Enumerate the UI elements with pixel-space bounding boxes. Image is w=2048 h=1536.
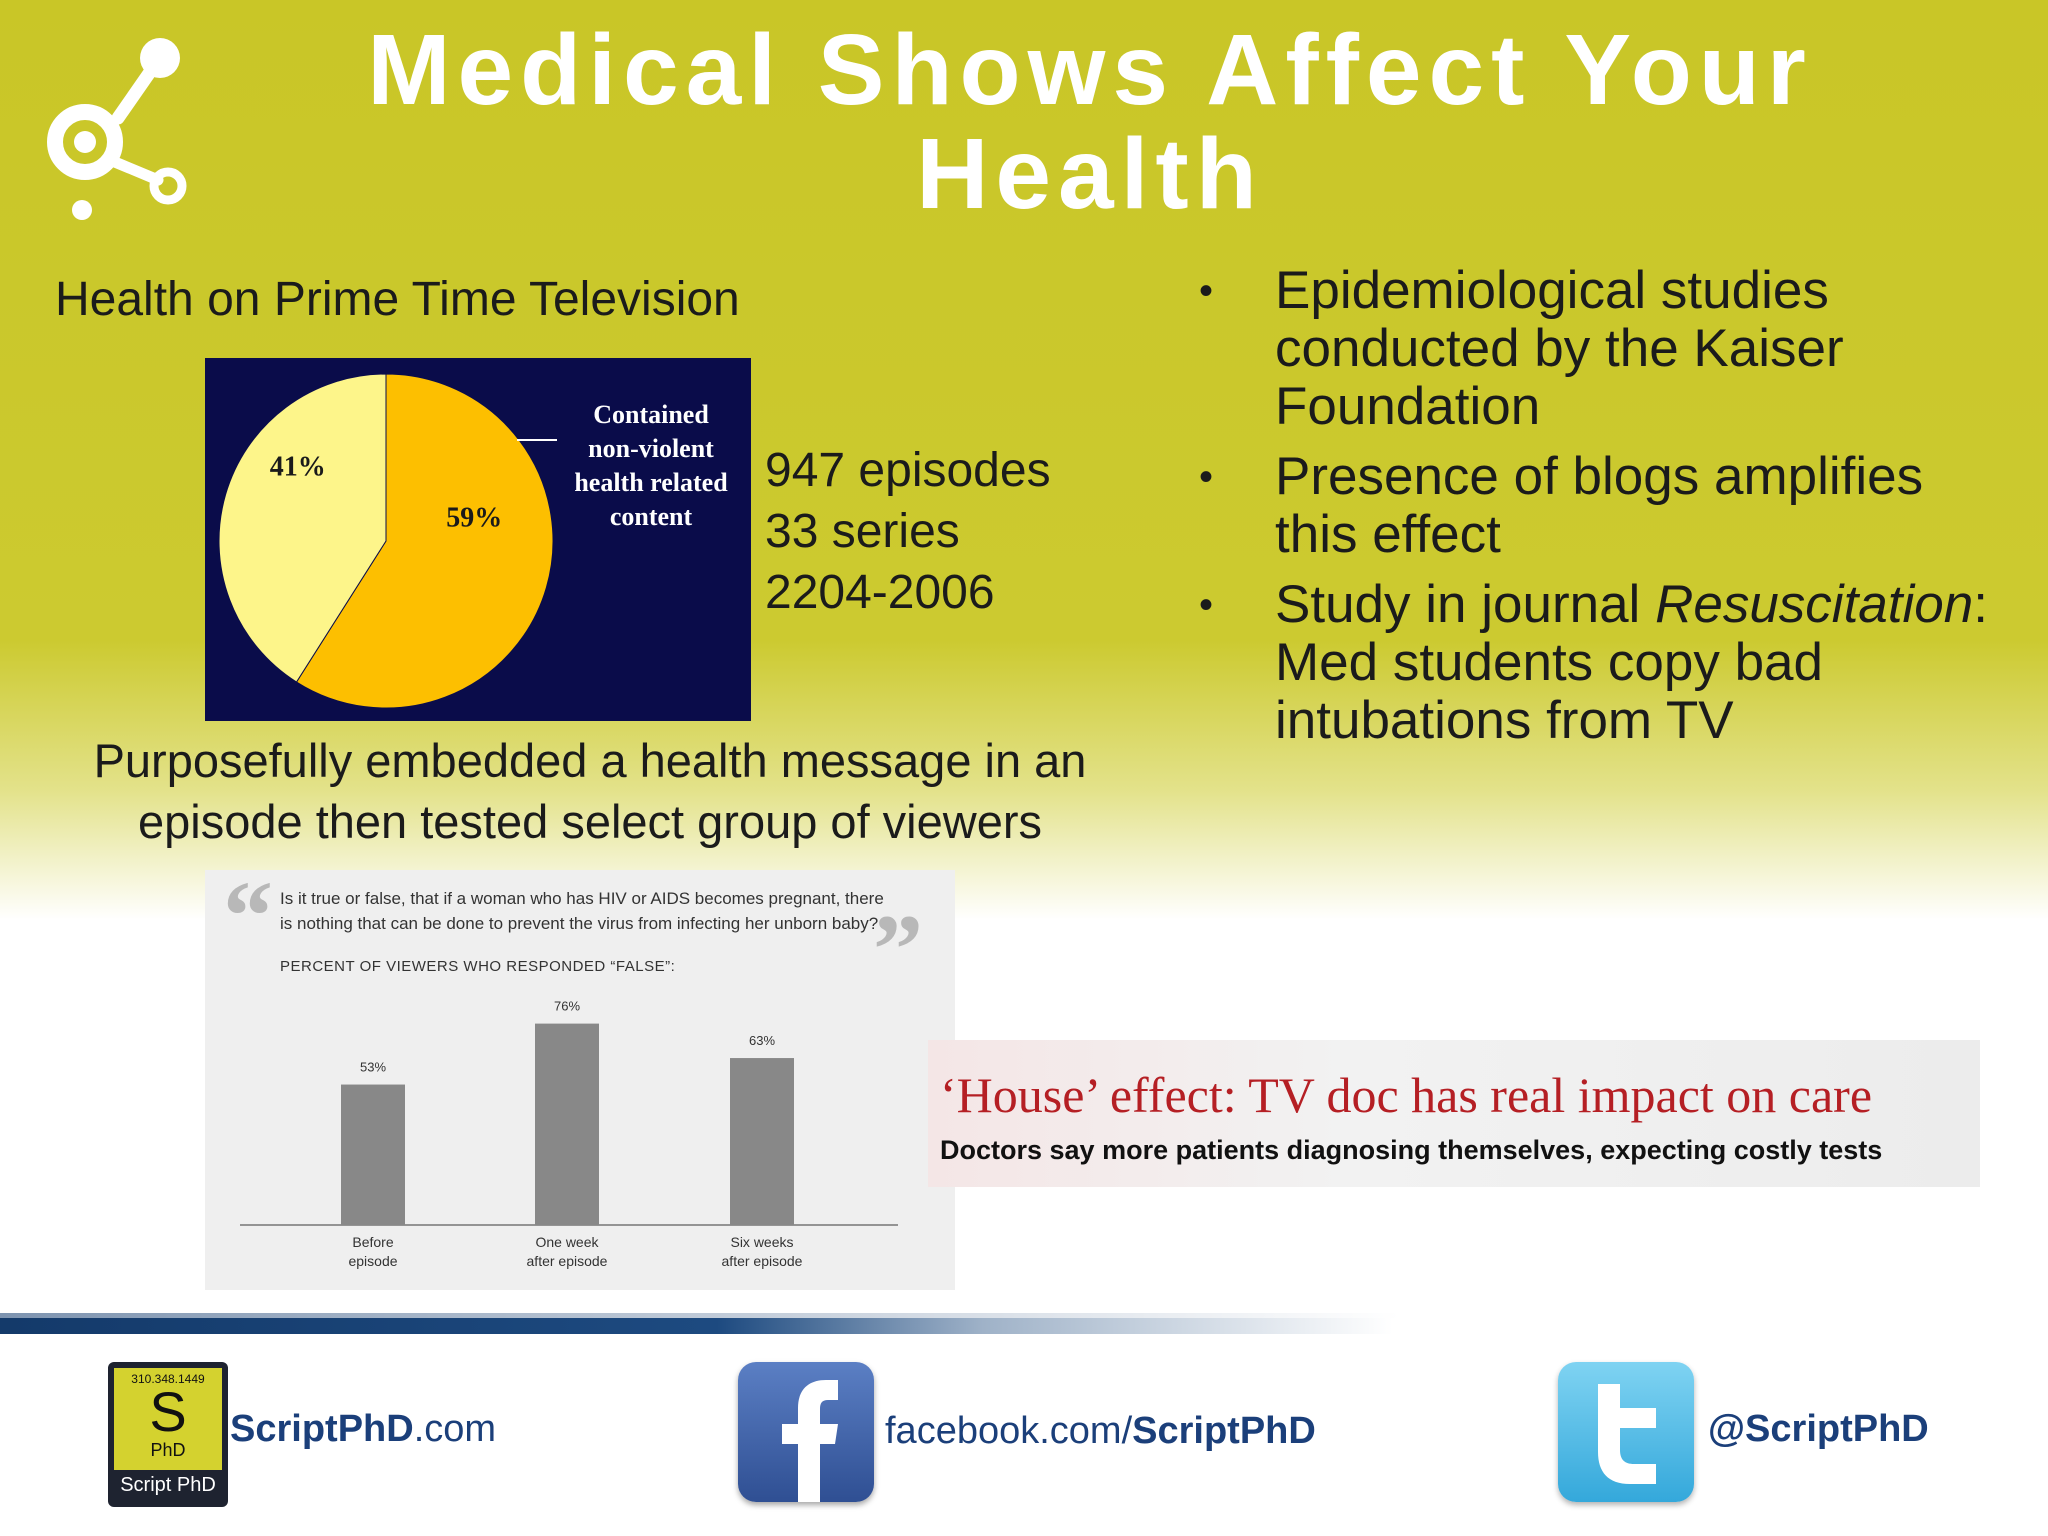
bar-category-label: One week <box>535 1234 599 1250</box>
pie-annotation: Contained non-violent health related conten… <box>574 400 728 531</box>
stat-years: 2204-2006 <box>765 566 995 619</box>
pie-slice <box>295 373 554 709</box>
network-logo-icon <box>47 38 187 220</box>
bullet-text-post: : Med students copy bad intubations from… <box>1275 575 1988 750</box>
facebook-link[interactable]: facebook.com/ScriptPhD <box>885 1410 1316 1453</box>
bullet-item: • Epidemiological studies conducted by th… <box>1195 262 2015 436</box>
facebook-icon[interactable] <box>738 1362 874 1502</box>
study-stats: 947 episodes 33 series 2204-2006 <box>765 440 1051 623</box>
open-quote-icon: “ <box>223 860 273 971</box>
news-headline-panel: ‘House’ effect: TV doc has real impact o… <box>928 1040 1980 1187</box>
stat-series: 33 series <box>765 505 960 558</box>
pie-annotation-line: non-violent <box>588 434 714 463</box>
bar-value-label: 53% <box>360 1060 386 1075</box>
bullet-item: • Study in journal Resuscitation: Med stu… <box>1195 576 2015 750</box>
embed-description: Purposefully embedded a health message i… <box>93 734 1087 848</box>
pie-annotation-line: health related <box>574 468 728 497</box>
pie-chart: 59% 41% Contained non-violent health relate… <box>218 373 728 709</box>
pie-slice-label: 59% <box>446 503 502 534</box>
facebook-handle: ScriptPhD <box>1132 1410 1316 1452</box>
website-bold: ScriptPhD <box>230 1408 414 1450</box>
close-quote-icon: ” <box>873 894 923 1005</box>
pie-chart-panel: 59% 41% Contained non-violent health relate… <box>205 358 751 721</box>
journal-name: Resuscitation <box>1655 575 1974 634</box>
slide-title: Medical Shows Affect Your Health <box>367 14 1813 230</box>
pie-slice <box>218 373 387 683</box>
bar-value-label: 63% <box>749 1033 775 1048</box>
chart-heading: Health on Prime Time Television <box>55 273 740 326</box>
twitter-icon[interactable] <box>1558 1362 1694 1502</box>
bullet-glyph: • <box>1199 583 1214 627</box>
pie-annotation-line: Contained <box>593 400 709 429</box>
bar-category-label: after episode <box>722 1253 803 1269</box>
headline-subtitle: Doctors say more patients diagnosing the… <box>940 1135 1883 1165</box>
bar-category-label: after episode <box>527 1253 608 1269</box>
badge-name: Script PhD <box>120 1474 216 1496</box>
bullet-list: • Epidemiological studies conducted by th… <box>1195 262 2015 762</box>
bar-category-label: Before <box>352 1234 393 1250</box>
bar-chart: 53% Before episode 76% One week after episode… <box>240 999 898 1269</box>
website-suffix: .com <box>413 1408 497 1450</box>
twitter-t-glyph <box>1598 1384 1656 1484</box>
bullet-glyph: • <box>1199 455 1214 499</box>
badge-sub: PhD <box>150 1440 186 1460</box>
pie-slice-label: 41% <box>270 451 326 482</box>
bullet-item: • Presence of blogs amplifies this effect <box>1195 448 2015 564</box>
bar <box>535 1023 599 1225</box>
badge-tile: 310.348.1449 S PhD <box>114 1368 222 1470</box>
bullet-text-pre: Study in journal <box>1275 575 1656 634</box>
bar-value-label: 76% <box>554 999 580 1014</box>
scriptphd-badge-logo[interactable]: 310.348.1449 S PhD Script PhD <box>108 1362 228 1507</box>
bar-chart-panel: “ ” Is it true or false, that if a woman… <box>205 866 955 1290</box>
bullet-glyph: • <box>1199 269 1214 313</box>
facebook-f-glyph <box>782 1380 838 1502</box>
stat-episodes: 947 episodes <box>765 444 1051 497</box>
bar-category-label: episode <box>348 1253 397 1269</box>
headline-title: ‘House’ effect: TV doc has real impact o… <box>940 1067 1873 1123</box>
facebook-prefix: facebook.com/ <box>885 1410 1133 1452</box>
website-link[interactable]: ScriptPhD.com <box>230 1408 496 1451</box>
bar-chart-caption: PERCENT OF VIEWERS WHO RESPONDED “FALSE”… <box>280 958 676 975</box>
twitter-handle[interactable]: @ScriptPhD <box>1708 1408 1929 1450</box>
bullet-text: Epidemiological studies conducted by the… <box>1275 261 1844 436</box>
bar <box>341 1084 405 1225</box>
bar <box>730 1058 794 1225</box>
badge-phone: 310.348.1449 <box>131 1372 205 1386</box>
bullet-text: Presence of blogs amplifies this effect <box>1275 447 1924 564</box>
badge-letter: S <box>149 1380 187 1443</box>
survey-question: Is it true or false, that if a woman who… <box>280 889 884 933</box>
footer-divider-thin <box>0 1313 1400 1318</box>
pie-annotation-line: content <box>610 502 693 531</box>
footer-divider <box>0 1318 2048 1334</box>
bar-category-label: Six weeks <box>730 1234 793 1250</box>
